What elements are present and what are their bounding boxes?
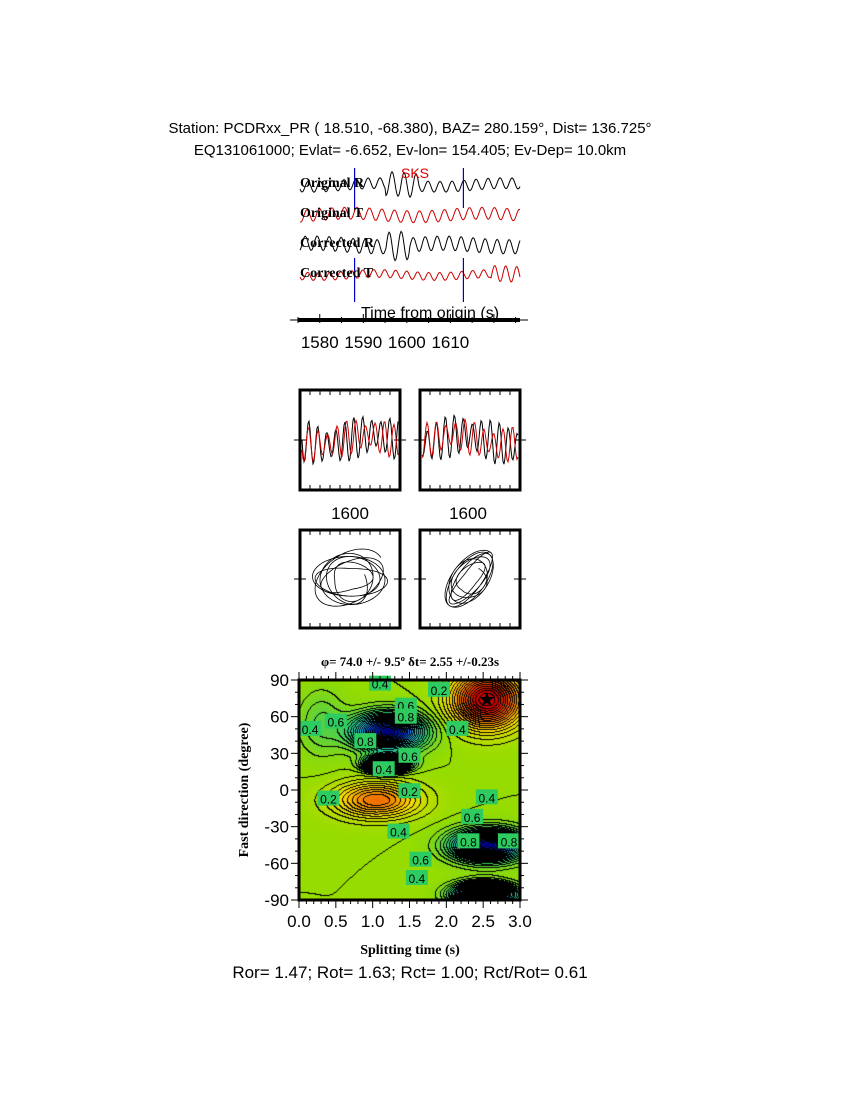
contour-label-bg bbox=[409, 851, 432, 867]
particle-motion-panels bbox=[294, 528, 526, 630]
contour-label-bg bbox=[317, 790, 340, 806]
y-tick-label: -90 bbox=[264, 891, 289, 910]
contour-label-bg bbox=[398, 783, 421, 799]
y-tick-label: 30 bbox=[270, 744, 289, 763]
trace-label: Original R bbox=[300, 176, 365, 191]
contour-label: 0.8 bbox=[501, 835, 518, 849]
contour-labels: 0.40.60.80.60.40.80.60.40.20.40.20.2 0.40… bbox=[299, 675, 520, 886]
original-t-wave bbox=[301, 418, 399, 463]
contour-label: 0.6 bbox=[464, 811, 481, 825]
x-tick-label: 2.0 bbox=[435, 912, 459, 931]
y-axis-label: Fast direction (degree) bbox=[237, 722, 252, 857]
contour-label: 0.2 bbox=[431, 684, 448, 698]
station-info: Station: PCDRxx_PR ( 18.510, -68.380), B… bbox=[168, 120, 652, 137]
x-ticks: 1580 1590 1600 1610 bbox=[297, 314, 517, 352]
corrected-r-trace bbox=[299, 230, 521, 262]
y-tick-label: -60 bbox=[264, 854, 289, 873]
contour-label: 0.4 bbox=[479, 791, 496, 805]
y-tick-label: 90 bbox=[270, 671, 289, 690]
original-r-wave bbox=[301, 415, 399, 466]
event-info: EQ131061000; Evlat= -6.652, Ev-lon= 154.… bbox=[193, 142, 627, 159]
contour-label: 0.8 bbox=[397, 711, 414, 725]
contour-label-bg bbox=[372, 761, 395, 777]
x-tick-label: 3.0 bbox=[508, 912, 532, 931]
contour-label: 0.6 bbox=[412, 854, 429, 868]
original-t-trace bbox=[299, 206, 521, 224]
contour-label-bg bbox=[461, 808, 484, 824]
contour-label-bg bbox=[427, 681, 450, 697]
contour-label-bg bbox=[398, 747, 421, 763]
x-axis-label: Splitting time (s) bbox=[360, 943, 460, 958]
trace-label: Corrected R bbox=[300, 236, 375, 251]
y-tick-label: 0 bbox=[280, 781, 289, 800]
contour-label: 0.2 bbox=[320, 793, 337, 807]
original-r-trace bbox=[299, 170, 521, 199]
contour-label: 0.4 bbox=[449, 723, 466, 737]
contour-label: 0.4 bbox=[302, 723, 319, 737]
contour-label-bg bbox=[394, 708, 417, 724]
x-tick-label: 0.0 bbox=[287, 912, 311, 931]
x-tick-label: 1600 bbox=[388, 333, 426, 352]
corrected-t-wave bbox=[421, 417, 519, 464]
corrected-t-trace bbox=[299, 264, 521, 283]
contour-label-bg bbox=[497, 833, 520, 849]
best-estimate-star-icon bbox=[479, 691, 495, 706]
contour-label-bg bbox=[299, 720, 322, 736]
x-tick-label: 1.5 bbox=[398, 912, 422, 931]
contour-label: 0.2 bbox=[401, 785, 418, 799]
contour-label: 0.4 bbox=[375, 763, 392, 777]
corrected-particle-motion bbox=[444, 549, 494, 608]
contour-label: 0.4 bbox=[390, 826, 407, 840]
x-tick-label: 1.0 bbox=[361, 912, 385, 931]
trace-label: Original T bbox=[300, 206, 364, 221]
contour-label: 0.4 bbox=[409, 872, 426, 886]
x-tick-label: 1580 bbox=[301, 333, 339, 352]
seismogram-traces bbox=[299, 168, 521, 302]
ratio-summary: Ror= 1.47; Rot= 1.63; Rct= 1.00; Rct/Rot… bbox=[232, 963, 587, 982]
waveform-panels bbox=[294, 388, 526, 492]
contour-label-bg bbox=[354, 733, 377, 749]
contour-label-bg bbox=[324, 713, 347, 729]
x-tick-label: 1600 bbox=[449, 504, 487, 523]
trace-label: Corrected T bbox=[300, 266, 374, 281]
x-tick-label: 1610 bbox=[431, 333, 469, 352]
x-tick-label: 1600 bbox=[331, 504, 369, 523]
x-axis-label: Time from origin (s) bbox=[361, 305, 499, 322]
contour-label: 0.8 bbox=[357, 735, 374, 749]
contour-label: 0.6 bbox=[401, 750, 418, 764]
contour-label-bg bbox=[387, 823, 410, 839]
x-tick-label: 0.5 bbox=[324, 912, 348, 931]
contour-axes: 0.0 0.5 1.0 1.5 2.0 2.5 3.0 90 60 30 0 -30 -60 -90 bbox=[264, 671, 531, 931]
x-tick-label: 2.5 bbox=[471, 912, 495, 931]
y-tick-label: -30 bbox=[264, 818, 289, 837]
x-tick-label: 1590 bbox=[344, 333, 382, 352]
phase-label: SKS bbox=[401, 165, 429, 181]
contour-label: 0.6 bbox=[327, 716, 344, 730]
contour-label-bg bbox=[475, 789, 498, 805]
y-tick-label: 60 bbox=[270, 708, 289, 727]
splitting-result-title: φ= 74.0 +/- 9.5º δt= 2.55 +/-0.23s bbox=[321, 654, 499, 669]
contour-label: 0.8 bbox=[460, 835, 477, 849]
contour-label-bg bbox=[457, 833, 480, 849]
original-particle-motion bbox=[311, 548, 389, 607]
contour-label-bg bbox=[446, 720, 469, 736]
contour-label-bg bbox=[405, 870, 428, 885]
panel-frame bbox=[418, 528, 522, 630]
panel-frame bbox=[298, 388, 402, 492]
